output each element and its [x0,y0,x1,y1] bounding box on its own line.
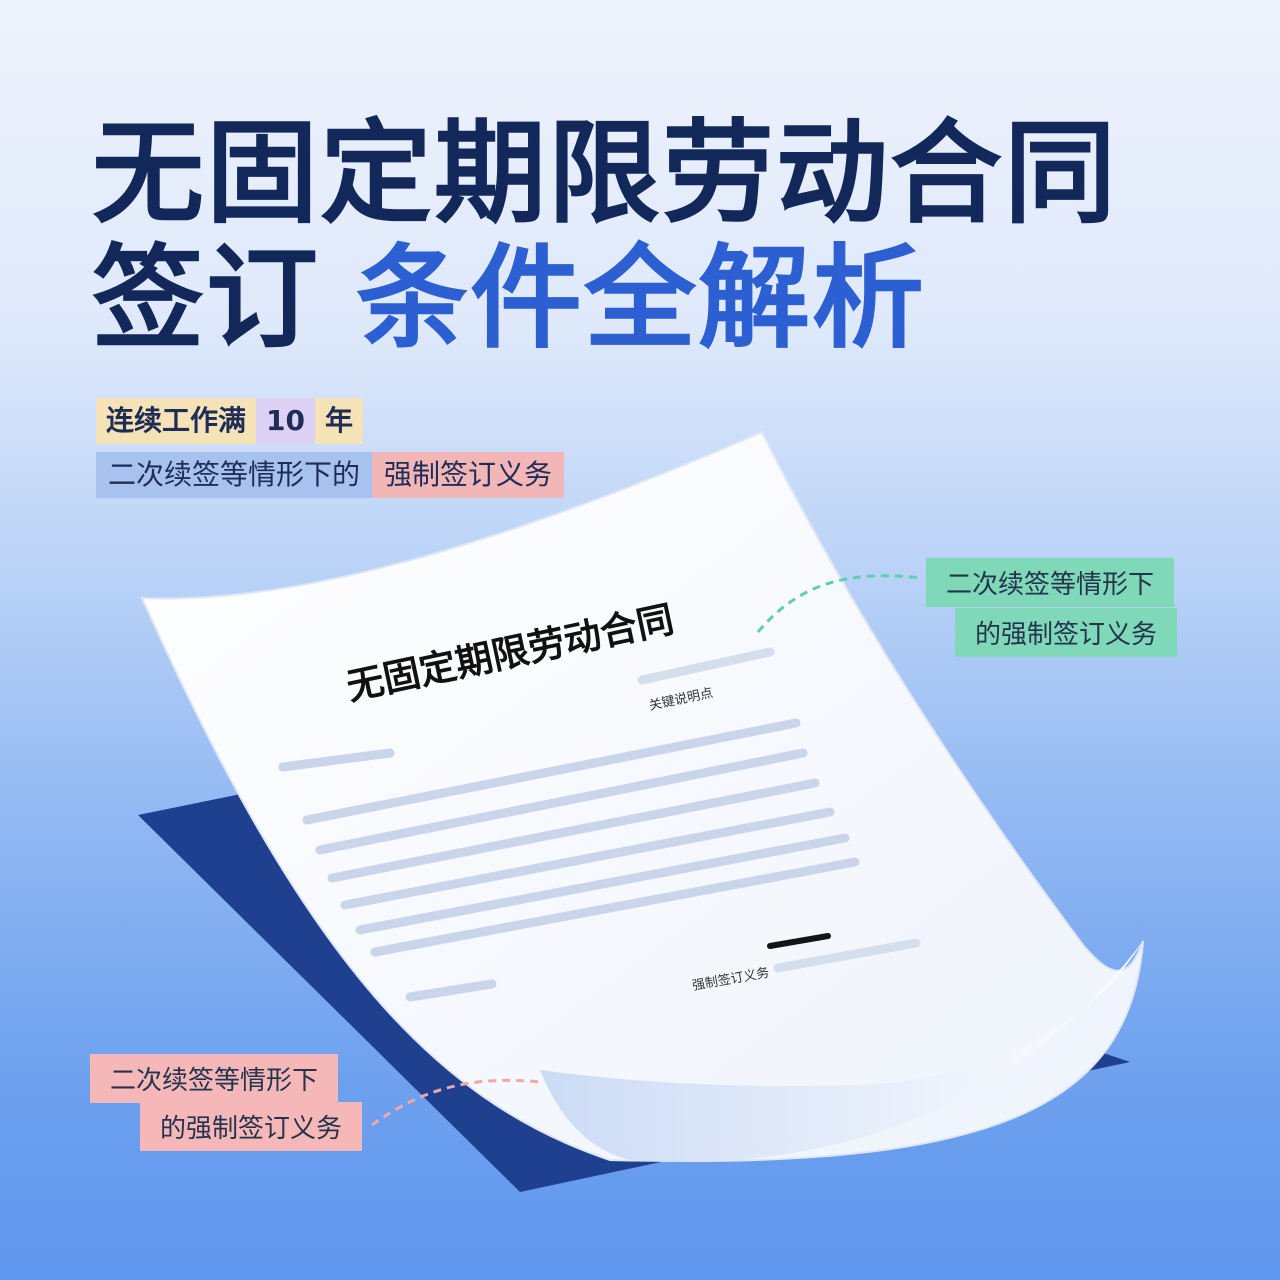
doc-line [340,807,835,910]
tag-years-suffix: 年 [314,398,363,444]
doc-line [405,979,497,1002]
connector-right [756,574,923,633]
doc-line [315,748,808,855]
doc-line [355,833,850,935]
connector-left [371,1078,541,1127]
paper-sheet [140,430,1144,1163]
doc-line [637,647,775,685]
tag-years: 连续工作满 10 年 [96,398,363,444]
paper-curl [540,941,1143,1162]
tag-duty: 二次续签等情形下的 强制签订义务 [96,452,565,498]
doc-line [773,938,921,973]
headline-main: 签订 [92,234,320,365]
callout-left-line-2: 的强制签订义务 [140,1102,363,1151]
tag-duty-part-1: 二次续签等情形下的 [96,452,373,498]
doc-line [370,857,860,957]
callout-right-line-2: 的强制签订义务 [955,608,1178,657]
callout-left-line-1: 二次续签等情形下 [90,1054,339,1103]
tag-years-prefix: 连续工作满 [96,398,257,444]
headline-accent: 条件全解析 [356,234,926,365]
doc-line [302,718,801,825]
headline-line-1: 无固定期限劳动合同 [92,109,1118,239]
signature-mark [767,933,831,949]
callout-right-line-1: 二次续签等情形下 [926,558,1175,607]
tag-years-number: 10 [256,398,315,444]
headline: 无固定期限劳动合同 签订 条件全解析 [92,109,1192,363]
doc-line [327,778,820,883]
doc-line [278,748,395,772]
document-lines [278,647,921,1002]
tag-duty-part-2: 强制签订义务 [372,452,565,498]
headline-line-2: 签订 条件全解析 [92,237,1192,362]
